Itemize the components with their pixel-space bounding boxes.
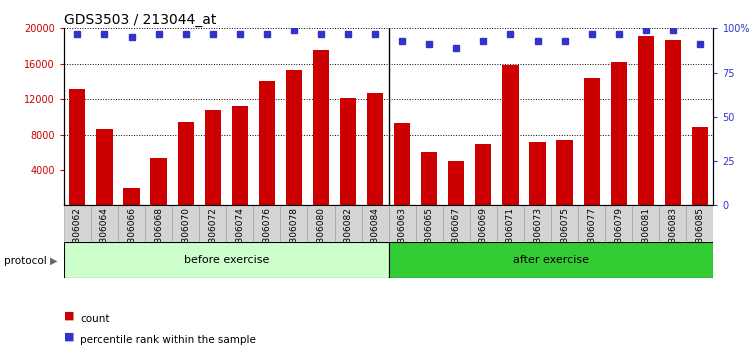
- Text: GSM306079: GSM306079: [614, 207, 623, 262]
- Bar: [258, 81, 275, 205]
- Text: GSM306068: GSM306068: [154, 207, 163, 262]
- Text: GSM306069: GSM306069: [479, 207, 488, 262]
- Bar: [334, 205, 361, 242]
- Text: GSM306081: GSM306081: [641, 207, 650, 262]
- Bar: [665, 40, 681, 205]
- Bar: [416, 205, 443, 242]
- Bar: [470, 205, 497, 242]
- Text: ▶: ▶: [50, 256, 57, 266]
- Text: GSM306084: GSM306084: [370, 207, 379, 262]
- Bar: [556, 140, 573, 205]
- Bar: [578, 205, 605, 242]
- Bar: [551, 205, 578, 242]
- Bar: [118, 205, 145, 242]
- Bar: [584, 78, 600, 205]
- Bar: [632, 205, 659, 242]
- Bar: [172, 205, 199, 242]
- Text: GSM306073: GSM306073: [533, 207, 542, 262]
- Text: after exercise: after exercise: [513, 255, 589, 265]
- Bar: [307, 205, 334, 242]
- Bar: [497, 205, 524, 242]
- Bar: [145, 205, 172, 242]
- Bar: [394, 123, 410, 205]
- Bar: [91, 205, 118, 242]
- Text: GSM306063: GSM306063: [398, 207, 407, 262]
- Text: GSM306062: GSM306062: [73, 207, 82, 262]
- Text: percentile rank within the sample: percentile rank within the sample: [80, 335, 256, 345]
- Text: GSM306065: GSM306065: [425, 207, 434, 262]
- Text: GSM306067: GSM306067: [452, 207, 461, 262]
- Bar: [529, 143, 546, 205]
- Text: count: count: [80, 314, 110, 324]
- Bar: [389, 205, 416, 242]
- Text: GSM306064: GSM306064: [100, 207, 109, 262]
- Bar: [69, 90, 86, 205]
- Text: GSM306071: GSM306071: [506, 207, 515, 262]
- Text: GDS3503 / 213044_at: GDS3503 / 213044_at: [64, 13, 216, 27]
- Bar: [199, 205, 226, 242]
- Text: GSM306066: GSM306066: [127, 207, 136, 262]
- Bar: [204, 110, 221, 205]
- Bar: [286, 70, 302, 205]
- Text: GSM306078: GSM306078: [289, 207, 298, 262]
- Bar: [421, 152, 437, 205]
- Bar: [340, 98, 356, 205]
- Bar: [638, 36, 654, 205]
- Bar: [659, 205, 686, 242]
- Bar: [253, 205, 280, 242]
- Text: GSM306082: GSM306082: [343, 207, 352, 262]
- Bar: [150, 159, 167, 205]
- Bar: [448, 161, 464, 205]
- Text: GSM306083: GSM306083: [668, 207, 677, 262]
- Text: GSM306072: GSM306072: [208, 207, 217, 262]
- Bar: [686, 205, 713, 242]
- Text: GSM306074: GSM306074: [235, 207, 244, 262]
- Bar: [177, 122, 194, 205]
- Bar: [605, 205, 632, 242]
- Bar: [64, 242, 389, 278]
- Bar: [361, 205, 389, 242]
- Text: GSM306080: GSM306080: [316, 207, 325, 262]
- Bar: [96, 129, 113, 205]
- Bar: [692, 127, 708, 205]
- Bar: [367, 93, 383, 205]
- Text: protocol: protocol: [4, 256, 47, 266]
- Bar: [502, 65, 518, 205]
- Bar: [313, 50, 329, 205]
- Bar: [611, 62, 627, 205]
- Text: GSM306075: GSM306075: [560, 207, 569, 262]
- Text: GSM306077: GSM306077: [587, 207, 596, 262]
- Bar: [280, 205, 307, 242]
- Bar: [64, 205, 91, 242]
- Text: ■: ■: [64, 310, 74, 321]
- Bar: [524, 205, 551, 242]
- Text: GSM306085: GSM306085: [695, 207, 704, 262]
- Text: GSM306070: GSM306070: [181, 207, 190, 262]
- Bar: [226, 205, 253, 242]
- Bar: [123, 188, 140, 205]
- Text: GSM306076: GSM306076: [262, 207, 271, 262]
- Bar: [443, 205, 470, 242]
- Bar: [475, 144, 491, 205]
- Text: ■: ■: [64, 332, 74, 342]
- Text: before exercise: before exercise: [183, 255, 269, 265]
- Bar: [231, 106, 248, 205]
- Bar: [389, 242, 713, 278]
